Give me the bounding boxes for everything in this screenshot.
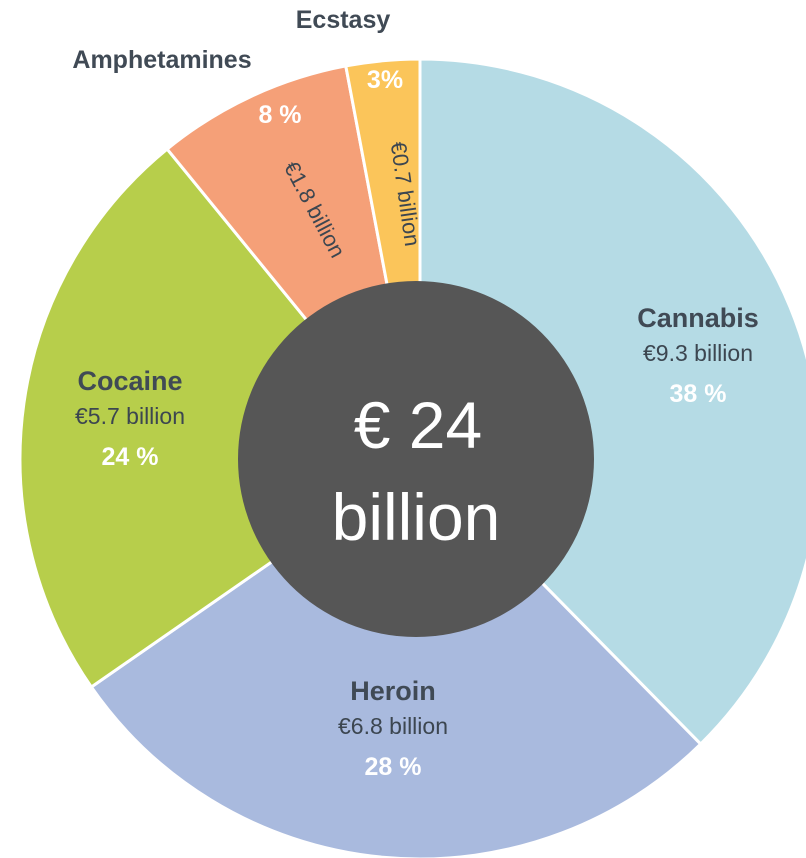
label-ecstasy-name: Ecstasy [296, 6, 391, 34]
center-total-value: € 24 [354, 388, 482, 462]
label-cannabis-name: Cannabis [637, 303, 759, 333]
label-cocaine-value: €5.7 billion [75, 403, 185, 429]
label-ecstasy-percent: 3% [367, 66, 403, 94]
label-heroin-name: Heroin [350, 676, 436, 706]
label-cannabis-percent: 38 % [670, 380, 727, 408]
label-amphetamines-name: Amphetamines [72, 46, 251, 74]
label-heroin-value: €6.8 billion [338, 713, 448, 739]
label-cocaine-name: Cocaine [77, 366, 182, 396]
label-heroin-percent: 28 % [365, 753, 422, 781]
center-total: € 24 billion [238, 281, 594, 637]
label-cannabis-value: €9.3 billion [643, 340, 753, 366]
label-amphetamines-percent: 8 % [258, 101, 301, 129]
center-total-unit: billion [332, 480, 501, 554]
label-cocaine-percent: 24 % [102, 443, 159, 471]
